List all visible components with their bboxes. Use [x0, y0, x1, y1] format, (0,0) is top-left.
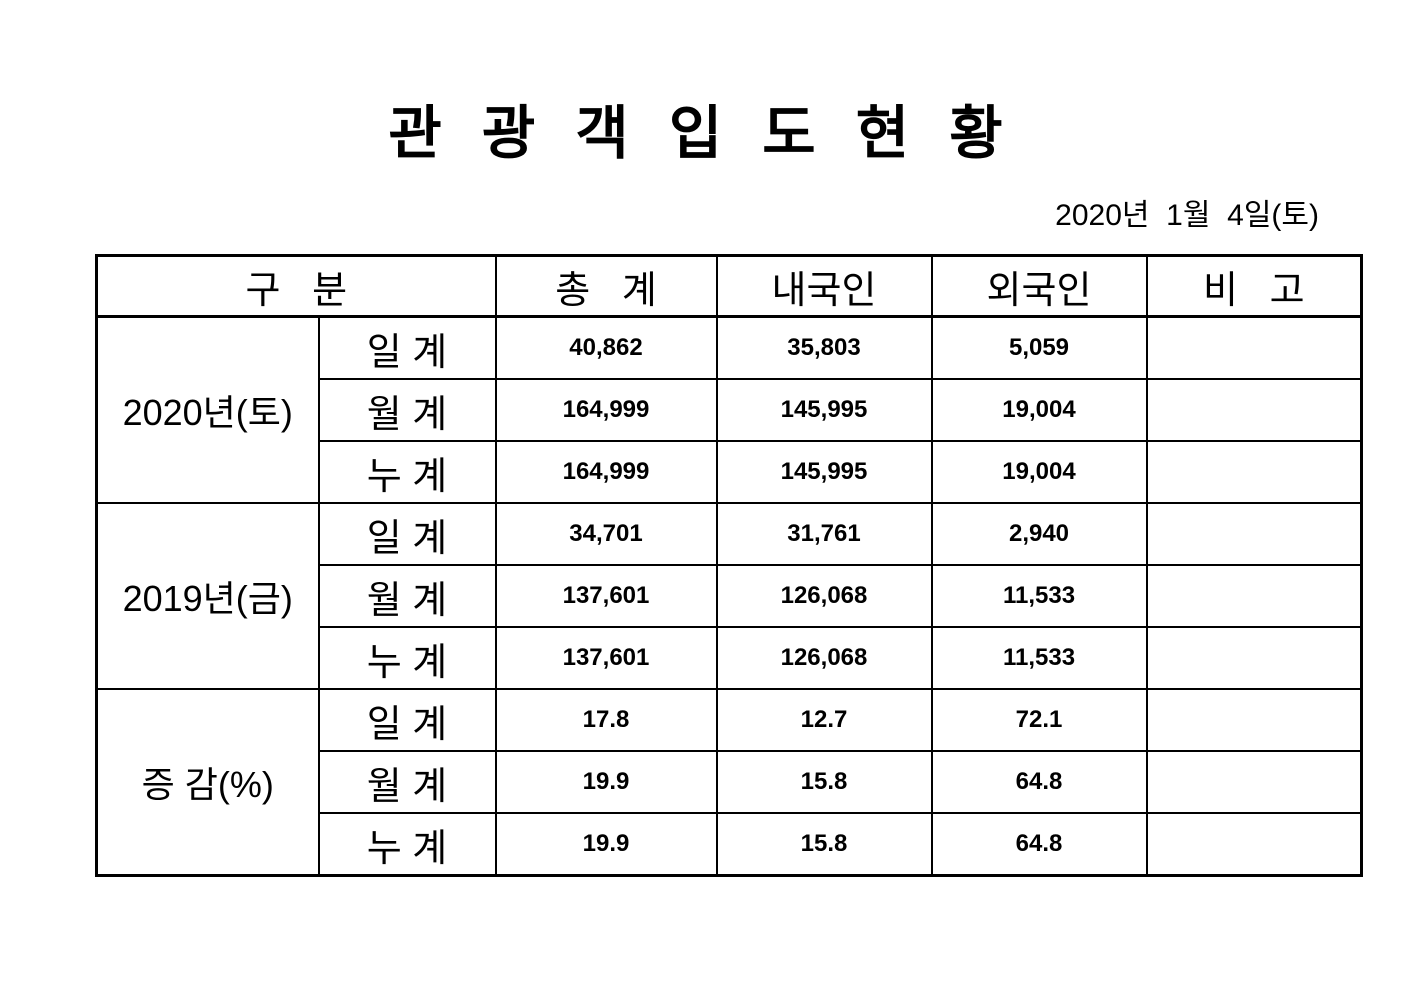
cell-foreign: 19,004 [930, 440, 1148, 504]
header-foreign: 외국인 [930, 254, 1148, 318]
cell-foreign: 19,004 [930, 378, 1148, 442]
cell-note [1145, 564, 1363, 628]
header-total: 총 계 [494, 254, 718, 318]
cell-domestic: 145,995 [715, 378, 933, 442]
cell-note [1145, 812, 1363, 877]
cell-domestic: 35,803 [715, 315, 933, 380]
row-label: 월 계 [317, 378, 497, 442]
row-label: 일 계 [317, 315, 497, 380]
cell-note [1145, 688, 1363, 752]
cell-total: 34,701 [494, 502, 718, 566]
report-date: 2020년 1월 4일(토) [1055, 199, 1319, 232]
cell-domestic: 15.8 [715, 812, 933, 877]
table-row: 월 계 19.9 15.8 64.8 [97, 750, 1363, 814]
cell-note [1145, 440, 1363, 504]
header-category: 구 분 [95, 254, 497, 318]
row-label: 누 계 [317, 626, 497, 690]
page-title: 관 광 객 입 도 현 황 [388, 101, 1015, 166]
table-row: 2020년(토) 일 계 40,862 35,803 5,059 [95, 315, 1363, 504]
cell-total: 137,601 [494, 626, 718, 690]
cell-domestic: 126,068 [715, 564, 933, 628]
cell-domestic: 15.8 [715, 750, 933, 814]
cell-note [1145, 750, 1363, 814]
cell-total: 164,999 [494, 378, 718, 442]
cell-domestic: 145,995 [715, 440, 933, 504]
cell-total: 164,999 [494, 440, 718, 504]
header-row: 구 분 총 계 내국인 외국인 비 고 [95, 254, 1363, 318]
cell-total: 17.8 [494, 688, 718, 752]
cell-foreign: 11,533 [930, 626, 1148, 690]
cell-domestic: 12.7 [715, 688, 933, 752]
row-label: 월 계 [317, 564, 497, 628]
header-domestic: 내국인 [715, 254, 933, 318]
cell-foreign: 64.8 [930, 812, 1148, 877]
cell-note [1145, 626, 1363, 690]
row-label: 누 계 [317, 812, 497, 877]
cell-foreign: 5,059 [930, 315, 1148, 380]
table-row: 월 계 137,601 126,068 11,533 [97, 564, 1363, 628]
header-note: 비 고 [1145, 254, 1363, 318]
group-label: 증 감(%) [95, 688, 320, 877]
cell-note [1145, 315, 1363, 380]
table-row: 2019년(금) 일 계 34,701 31,761 2,940 [95, 502, 1363, 690]
group-label: 2020년(토) [95, 315, 320, 504]
cell-total: 137,601 [494, 564, 718, 628]
row-label: 일 계 [317, 688, 497, 752]
cell-total: 40,862 [494, 315, 718, 380]
table-row: 누 계 19.9 15.8 64.8 [97, 812, 1363, 877]
table-row: 누 계 164,999 145,995 19,004 [97, 440, 1363, 504]
tourist-arrivals-table: 구 분 총 계 내국인 외국인 비 고 2020년(토) 일 계 40,862 35,… [95, 254, 1363, 877]
cell-note [1145, 378, 1363, 442]
cell-foreign: 2,940 [930, 502, 1148, 566]
row-label: 월 계 [317, 750, 497, 814]
cell-domestic: 31,761 [715, 502, 933, 566]
table-row: 누 계 137,601 126,068 11,533 [97, 626, 1363, 690]
cell-domestic: 126,068 [715, 626, 933, 690]
row-label: 일 계 [317, 502, 497, 566]
cell-note [1145, 502, 1363, 566]
table-row: 증 감(%) 일 계 17.8 12.7 72.1 [95, 688, 1363, 877]
cell-foreign: 72.1 [930, 688, 1148, 752]
cell-foreign: 11,533 [930, 564, 1148, 628]
table-row: 월 계 164,999 145,995 19,004 [97, 378, 1363, 442]
group-label: 2019년(금) [95, 502, 320, 690]
cell-total: 19.9 [494, 812, 718, 877]
cell-foreign: 64.8 [930, 750, 1148, 814]
cell-total: 19.9 [494, 750, 718, 814]
row-label: 누 계 [317, 440, 497, 504]
